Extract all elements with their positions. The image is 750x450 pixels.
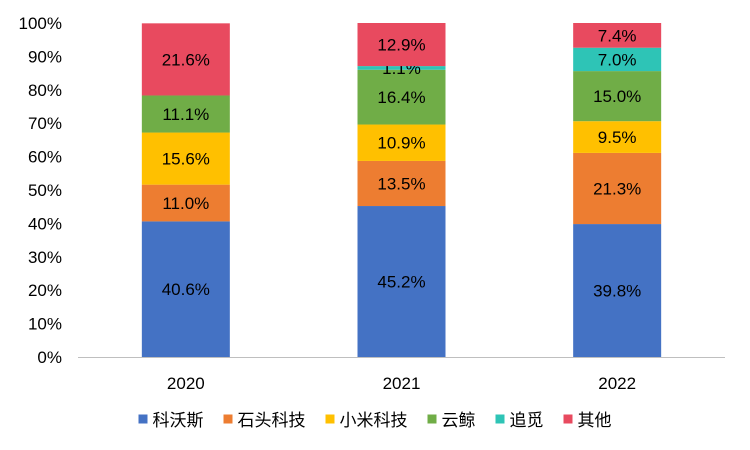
x-tick-label: 2022 xyxy=(598,374,636,393)
data-label: 10.9% xyxy=(377,134,425,153)
bar-segment xyxy=(573,23,662,48)
y-tick-label: 70% xyxy=(28,114,62,133)
data-label: 11.0% xyxy=(162,194,209,213)
bar-segment xyxy=(357,66,446,70)
data-label: 12.9% xyxy=(377,36,425,55)
data-label: 16.4% xyxy=(377,88,425,107)
data-label: 15.0% xyxy=(593,87,641,106)
y-tick-label: 80% xyxy=(28,81,62,100)
data-label: 45.2% xyxy=(377,273,425,292)
data-label: 21.3% xyxy=(593,179,641,198)
data-label: 7.0% xyxy=(598,50,637,69)
bar-segment xyxy=(357,206,446,357)
legend-label: 追觅 xyxy=(510,411,544,431)
bar-segment xyxy=(141,132,230,185)
data-label: 7.4% xyxy=(598,26,637,45)
bar-segment xyxy=(141,184,230,222)
legend-swatch xyxy=(223,414,233,424)
legend-swatch xyxy=(563,414,573,424)
bar-segment xyxy=(141,23,230,96)
bar-segment xyxy=(573,121,662,153)
legend-swatch xyxy=(427,414,437,424)
y-tick-label: 40% xyxy=(28,214,62,233)
bar-segment xyxy=(357,69,446,125)
legend-swatch xyxy=(325,414,335,424)
legend-label: 云鲸 xyxy=(442,411,476,431)
data-label: 9.5% xyxy=(598,128,637,147)
data-label: 13.5% xyxy=(377,174,425,193)
data-label: 15.6% xyxy=(162,150,210,169)
legend: 科沃斯 石头科技 小米科技 云鲸 追觅 其他 xyxy=(138,411,612,431)
bar-segment xyxy=(573,71,662,122)
y-tick-label: 10% xyxy=(28,315,62,334)
bar-segment xyxy=(357,160,446,207)
y-tick-label: 0% xyxy=(37,348,62,367)
y-tick-label: 60% xyxy=(28,148,62,167)
x-tick-label: 2020 xyxy=(167,374,205,393)
data-label: 40.6% xyxy=(162,280,210,299)
bar-segment xyxy=(141,95,230,133)
bar-segment xyxy=(357,124,446,161)
y-tick-label: 100% xyxy=(19,14,62,33)
legend-swatch xyxy=(495,414,505,424)
legend-label: 石头科技 xyxy=(238,411,306,431)
bar-segment xyxy=(573,224,662,357)
data-label: 21.6% xyxy=(162,50,210,69)
bar-segment xyxy=(141,221,230,357)
bar-segment xyxy=(573,152,662,225)
data-label: 39.8% xyxy=(593,282,641,301)
x-axis: 2020 2021 2022 xyxy=(78,357,725,393)
bar-segment xyxy=(573,47,662,72)
y-tick-label: 20% xyxy=(28,281,62,300)
y-tick-label: 90% xyxy=(28,47,62,66)
legend-label: 科沃斯 xyxy=(153,411,204,431)
y-axis: 0% 10% 20% 30% 40% 50% 60% 70% 80% 90% 100% xyxy=(19,14,62,367)
legend-label: 其他 xyxy=(578,411,612,431)
data-label: 11.1% xyxy=(162,105,209,124)
bars: 40.6% 11.0% 15.6% 11.1% 21.6% 45.2% 13.5% 10.9%… xyxy=(141,23,662,357)
y-tick-label: 30% xyxy=(28,248,62,267)
bar-segment xyxy=(357,23,446,67)
x-tick-label: 2021 xyxy=(383,374,421,393)
legend-label: 小米科技 xyxy=(340,411,408,431)
y-tick-label: 50% xyxy=(28,181,62,200)
legend-swatch xyxy=(138,414,148,424)
